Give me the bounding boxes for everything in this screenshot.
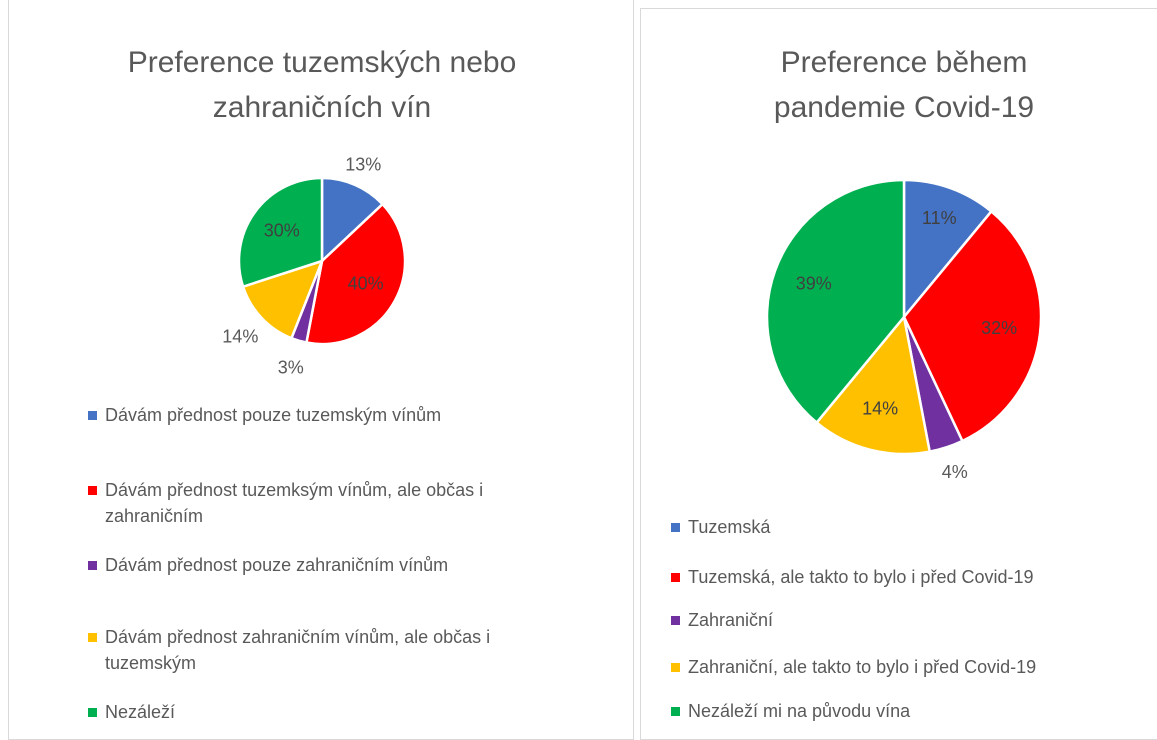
legend-label: Tuzemská, ale takto to bylo i před Covid… xyxy=(688,567,1034,587)
pie-slice xyxy=(237,176,324,289)
legend-item: Tuzemská, ale takto to bylo i před Covid… xyxy=(671,564,1157,590)
pie-slice xyxy=(902,178,994,321)
pie-slice xyxy=(320,176,385,264)
legend-label: Nezáleží xyxy=(105,702,176,722)
data-label: 14% xyxy=(862,399,898,419)
legend-label: Dávám přednost tuzemksým vínům, ale obča… xyxy=(105,480,484,526)
chart-title: Preference během pandemie Covid-19 xyxy=(773,46,1035,124)
pie-slice xyxy=(304,202,407,346)
legend-item: Nezáleží mi na původu vína xyxy=(671,698,1157,724)
legend-marker xyxy=(88,411,97,420)
legend-label: Dávám přednost zahraničním vínům, ale ob… xyxy=(105,627,491,673)
legend-label: Zahraniční xyxy=(688,610,774,630)
legend-label: Zahraniční, ale takto to bylo i před Cov… xyxy=(688,657,1037,677)
data-label: 39% xyxy=(796,273,832,293)
pie-slice xyxy=(765,178,906,425)
data-label: 3% xyxy=(278,357,304,377)
legend-item: Nezáleží xyxy=(88,699,585,725)
legend-marker xyxy=(671,663,680,672)
legend-label: Dávám přednost pouze zahraničním vínům xyxy=(105,555,449,575)
data-label: 4% xyxy=(942,462,968,482)
data-label: 32% xyxy=(981,318,1017,338)
legend-item: Zahraniční, ale takto to bylo i před Cov… xyxy=(671,654,1157,680)
data-label: 14% xyxy=(222,326,258,346)
legend-item: Dávám přednost tuzemksým vínům, ale obča… xyxy=(88,477,585,529)
legend-item: Zahraniční xyxy=(671,607,1157,633)
chart-title: Preference tuzemských nebo zahraničních … xyxy=(127,46,517,124)
data-label: 30% xyxy=(264,220,300,240)
legend-marker xyxy=(671,523,680,532)
data-label: 11% xyxy=(922,208,957,228)
data-label: 13% xyxy=(345,155,381,175)
pie-slice xyxy=(902,209,1043,443)
legend-marker xyxy=(88,708,97,717)
legend-marker xyxy=(88,633,97,642)
data-label: 40% xyxy=(348,274,384,294)
legend-label: Tuzemská xyxy=(688,517,771,537)
pie-slice xyxy=(814,314,932,456)
legend-item: Tuzemská xyxy=(671,514,1157,540)
legend-label: Dávám přednost pouze tuzemským vínům xyxy=(105,405,442,425)
chart-panel xyxy=(8,0,634,740)
legend-marker xyxy=(671,616,680,625)
legend-marker xyxy=(88,486,97,495)
legend-item: Dávám přednost pouze zahraničním vínům xyxy=(88,552,585,578)
legend-label: Nezáleží mi na původu vína xyxy=(688,701,911,721)
legend-marker xyxy=(88,561,97,570)
legend-item: Dávám přednost pouze tuzemským vínům xyxy=(88,402,585,428)
legend-marker xyxy=(671,707,680,716)
legend-marker xyxy=(671,573,680,582)
legend-item: Dávám přednost zahraničním vínům, ale ob… xyxy=(88,624,585,676)
